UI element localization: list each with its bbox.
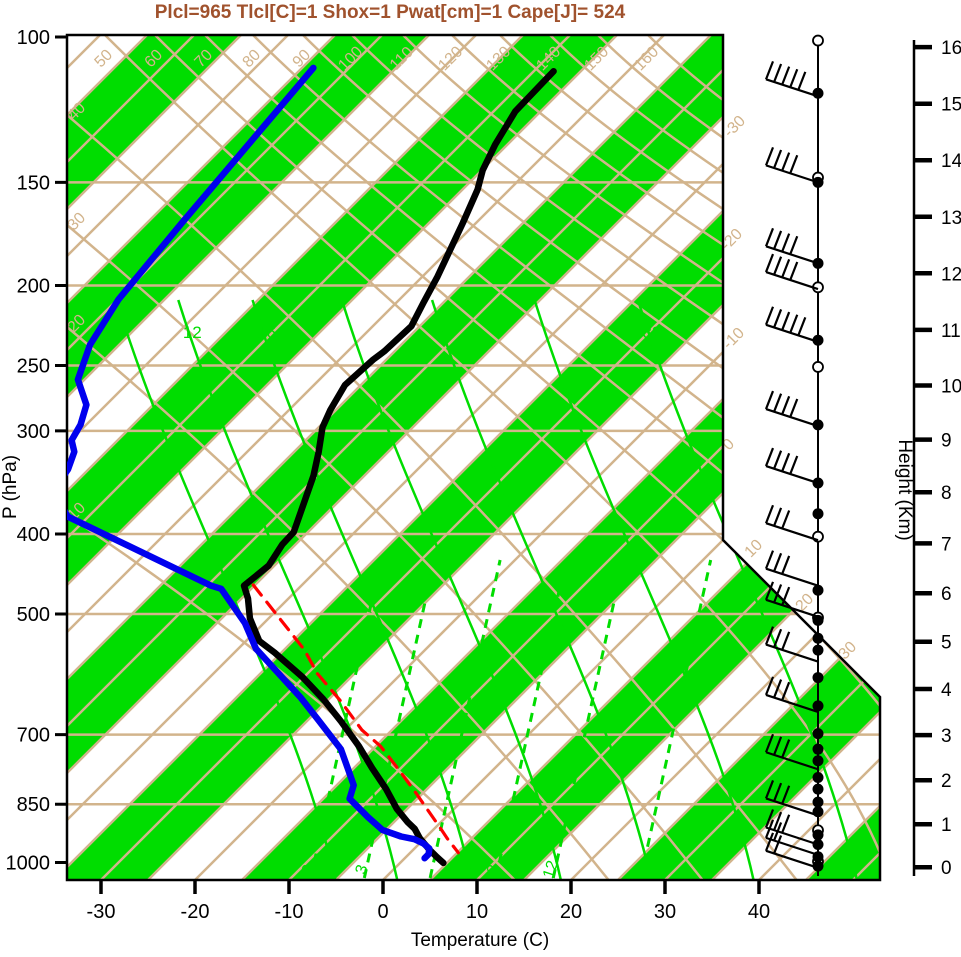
- svg-text:10: 10: [742, 536, 767, 561]
- svg-text:700: 700: [17, 725, 50, 747]
- svg-text:0: 0: [377, 901, 388, 923]
- svg-text:500: 500: [17, 604, 50, 626]
- svg-text:250: 250: [17, 355, 50, 377]
- svg-text:850: 850: [17, 794, 50, 816]
- svg-text:-10: -10: [275, 901, 304, 923]
- svg-text:14: 14: [941, 151, 961, 172]
- svg-text:100: 100: [17, 27, 50, 49]
- svg-text:24: 24: [437, 323, 456, 342]
- svg-text:P (hPa): P (hPa): [0, 455, 21, 519]
- svg-text:Height (Km): Height (Km): [894, 439, 915, 540]
- svg-text:0: 0: [941, 858, 952, 879]
- svg-text:20: 20: [560, 901, 582, 923]
- svg-text:15: 15: [941, 95, 961, 116]
- svg-text:6: 6: [941, 584, 952, 605]
- svg-text:4: 4: [941, 680, 952, 701]
- svg-text:10: 10: [941, 377, 961, 398]
- svg-text:16: 16: [257, 323, 276, 342]
- chart-title: Plcl=965 Tlcl[C]=1 Shox=1 Pwat[cm]=1 Cap…: [154, 2, 626, 23]
- temperature-curve: [240, 67, 557, 867]
- svg-text:50: 50: [92, 46, 117, 71]
- svg-text:40: 40: [748, 901, 770, 923]
- parcel-curve: [251, 583, 460, 855]
- svg-text:13: 13: [941, 208, 961, 229]
- svg-text:300: 300: [17, 421, 50, 443]
- svg-text:30: 30: [654, 901, 676, 923]
- svg-text:150: 150: [17, 172, 50, 194]
- temperature-axis: -30 -20 -10 0 10 20 30 40 Temperature (C): [87, 881, 770, 951]
- svg-text:80: 80: [240, 46, 265, 71]
- svg-text:5: 5: [941, 633, 952, 654]
- moist-adiabat-lines: [115, 299, 859, 880]
- svg-text:3: 3: [941, 726, 952, 747]
- svg-text:9: 9: [941, 431, 952, 452]
- svg-text:Temperature (C): Temperature (C): [411, 930, 549, 951]
- plot-border: [65, 33, 882, 882]
- svg-text:-30: -30: [87, 901, 116, 923]
- svg-text:1: 1: [941, 815, 952, 836]
- wind-barb-column: [764, 34, 824, 876]
- svg-text:32: 32: [642, 323, 661, 342]
- svg-text:3: 3: [353, 863, 372, 877]
- svg-text:12: 12: [183, 323, 202, 342]
- svg-text:-20: -20: [181, 901, 210, 923]
- svg-text:12: 12: [941, 264, 961, 285]
- mixing-ratio-lines: [309, 559, 713, 879]
- svg-text:11: 11: [941, 321, 961, 342]
- svg-text:-30: -30: [721, 113, 749, 141]
- svg-text:2: 2: [941, 771, 952, 792]
- svg-text:12: 12: [540, 858, 562, 880]
- svg-text:16: 16: [941, 38, 961, 59]
- svg-text:1000: 1000: [6, 853, 51, 875]
- pressure-axis: 100 150 200 250 300 400 500 700 850 1000 P (hPa): [0, 27, 66, 875]
- svg-text:8: 8: [941, 483, 952, 504]
- svg-text:200: 200: [17, 276, 50, 298]
- sounding-profiles: [67, 64, 557, 867]
- svg-text:10: 10: [466, 901, 488, 923]
- svg-text:400: 400: [17, 524, 50, 546]
- svg-text:7: 7: [941, 534, 952, 555]
- dewpoint-curve: [67, 64, 433, 862]
